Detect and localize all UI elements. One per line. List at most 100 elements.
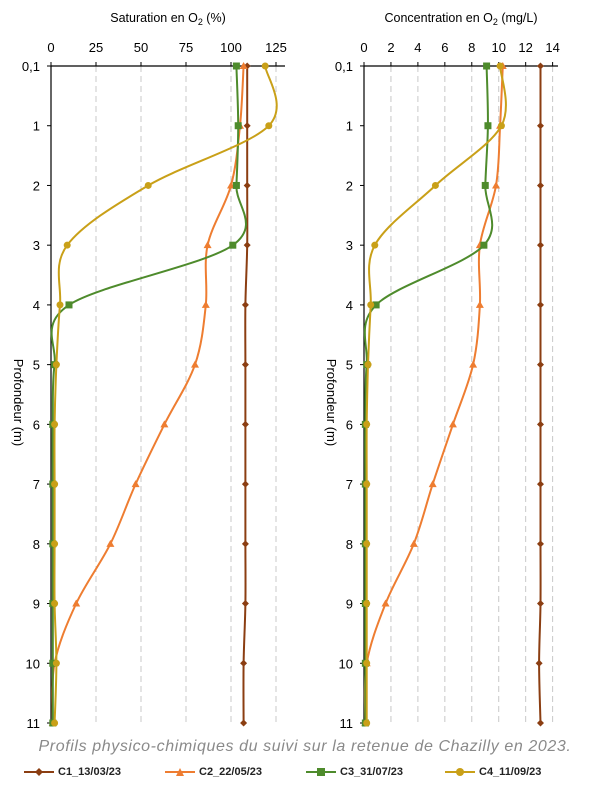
legend-marker-c2 — [165, 768, 195, 776]
data-point-c1 — [241, 361, 249, 369]
y-tick-label: 6 — [33, 417, 40, 432]
legend-item-c3: C3_31/07/23 — [306, 766, 403, 778]
data-point-c2 — [469, 360, 478, 368]
data-point-c1 — [536, 719, 544, 727]
data-point-c1 — [241, 420, 249, 428]
y-tick-label: 6 — [346, 417, 353, 432]
series-line-c3 — [363, 65, 494, 723]
y-tick-label: 7 — [33, 477, 40, 492]
y-tick-label: 10 — [339, 656, 353, 671]
y-tick-label: 9 — [33, 597, 40, 612]
data-point-c3 — [483, 62, 491, 70]
data-point-c4 — [51, 420, 59, 428]
x-tick-label: 25 — [89, 40, 103, 55]
data-point-c3 — [49, 659, 57, 667]
data-point-c2 — [106, 539, 115, 547]
data-point-c1 — [240, 659, 248, 667]
series-line-c1 — [242, 66, 249, 724]
chart-panel-saturation: 0 25 50 75 100 125 0,1 1 2 3 4 5 6 7 8 9 10 11 Saturation … — [11, 11, 287, 731]
data-point-c4 — [63, 241, 71, 249]
data-point-c2 — [475, 300, 484, 308]
data-point-c1 — [536, 181, 544, 189]
data-point-c4 — [51, 540, 59, 548]
data-point-c1 — [535, 659, 543, 667]
series-line-c3 — [50, 65, 247, 723]
series-line-c4 — [365, 65, 507, 723]
y-tick-label: 4 — [33, 298, 40, 313]
y-tick-label: 0,1 — [22, 59, 40, 74]
y-axis-title: Profondeur (m) — [11, 359, 26, 446]
data-point-c4 — [265, 122, 273, 130]
data-point-c4 — [363, 659, 371, 667]
data-point-c2 — [492, 181, 501, 189]
data-point-c4 — [144, 181, 152, 189]
y-tick-label: 8 — [346, 537, 353, 552]
data-point-c4 — [56, 301, 64, 309]
data-point-c2 — [201, 300, 210, 308]
data-point-c1 — [241, 480, 249, 488]
data-point-c4 — [363, 600, 371, 608]
data-point-c1 — [536, 420, 544, 428]
data-point-c3 — [234, 122, 242, 130]
x-tick-label: 0 — [47, 40, 54, 55]
data-point-c3 — [232, 181, 240, 189]
legend-marker-c4 — [445, 768, 475, 776]
data-point-c4 — [51, 600, 59, 608]
data-point-c2 — [203, 241, 212, 249]
x-tick-label: 6 — [441, 40, 448, 55]
y-axis-title: Profondeur (m) — [324, 359, 339, 446]
y-tick-label: 10 — [26, 656, 40, 671]
data-point-c4 — [51, 480, 59, 488]
x-axis-title: Concentration en O2 (mg/L) — [384, 11, 537, 27]
x-tick-label: 8 — [468, 40, 475, 55]
x-tick-label: 14 — [545, 40, 559, 55]
x-tick-label: 12 — [518, 40, 532, 55]
x-tick-label: 125 — [265, 40, 287, 55]
legend-label-c2: C2_22/05/23 — [199, 766, 262, 778]
data-point-c4 — [52, 361, 60, 369]
data-point-c4 — [261, 62, 269, 70]
data-point-c4 — [363, 420, 371, 428]
data-point-c4 — [367, 301, 375, 309]
data-point-c1 — [536, 62, 544, 70]
x-tick-label: 100 — [220, 40, 242, 55]
data-point-c2 — [381, 599, 390, 607]
data-point-c1 — [243, 241, 251, 249]
data-point-c4 — [363, 719, 371, 727]
y-tick-label: 0,1 — [335, 59, 353, 74]
data-point-c4 — [363, 480, 371, 488]
data-point-c1 — [536, 600, 544, 608]
data-point-c2 — [239, 62, 248, 69]
data-point-c4 — [51, 719, 59, 727]
x-tick-label: 0 — [360, 40, 367, 55]
legend-marker-c1 — [24, 768, 54, 776]
legend-label-c4: C4_11/09/23 — [479, 766, 542, 778]
x-tick-label: 2 — [387, 40, 394, 55]
data-point-c1 — [536, 122, 544, 130]
data-point-c1 — [243, 122, 251, 130]
y-tick-label: 2 — [346, 178, 353, 193]
data-point-c1 — [536, 361, 544, 369]
legend-item-c4: C4_11/09/23 — [445, 766, 541, 778]
x-tick-label: 4 — [414, 40, 421, 55]
x-tick-label: 10 — [491, 40, 505, 55]
y-tick-label: 2 — [33, 178, 40, 193]
data-point-c3 — [372, 301, 380, 309]
data-point-c2 — [72, 599, 81, 607]
figure-caption: Profils physico-chimiques du suivi sur l… — [38, 738, 572, 755]
data-point-c1 — [536, 480, 544, 488]
y-tick-label: 7 — [346, 477, 353, 492]
data-point-c2 — [191, 360, 199, 368]
data-point-c3 — [232, 62, 240, 70]
data-point-c1 — [243, 181, 251, 189]
data-point-c1 — [241, 600, 249, 608]
legend-marker-c3 — [306, 768, 336, 776]
chart-legend: C1_13/03/23 C2_22/05/23 C3_31/07/23 C4_1… — [0, 766, 610, 788]
data-point-c1 — [536, 301, 544, 309]
data-point-c3 — [229, 241, 237, 249]
y-tick-label: 1 — [346, 119, 353, 134]
y-tick-label: 4 — [346, 298, 353, 313]
data-point-c3 — [481, 181, 489, 189]
data-point-c1 — [536, 540, 544, 548]
x-axis-title: Saturation en O2 (%) — [110, 11, 226, 27]
